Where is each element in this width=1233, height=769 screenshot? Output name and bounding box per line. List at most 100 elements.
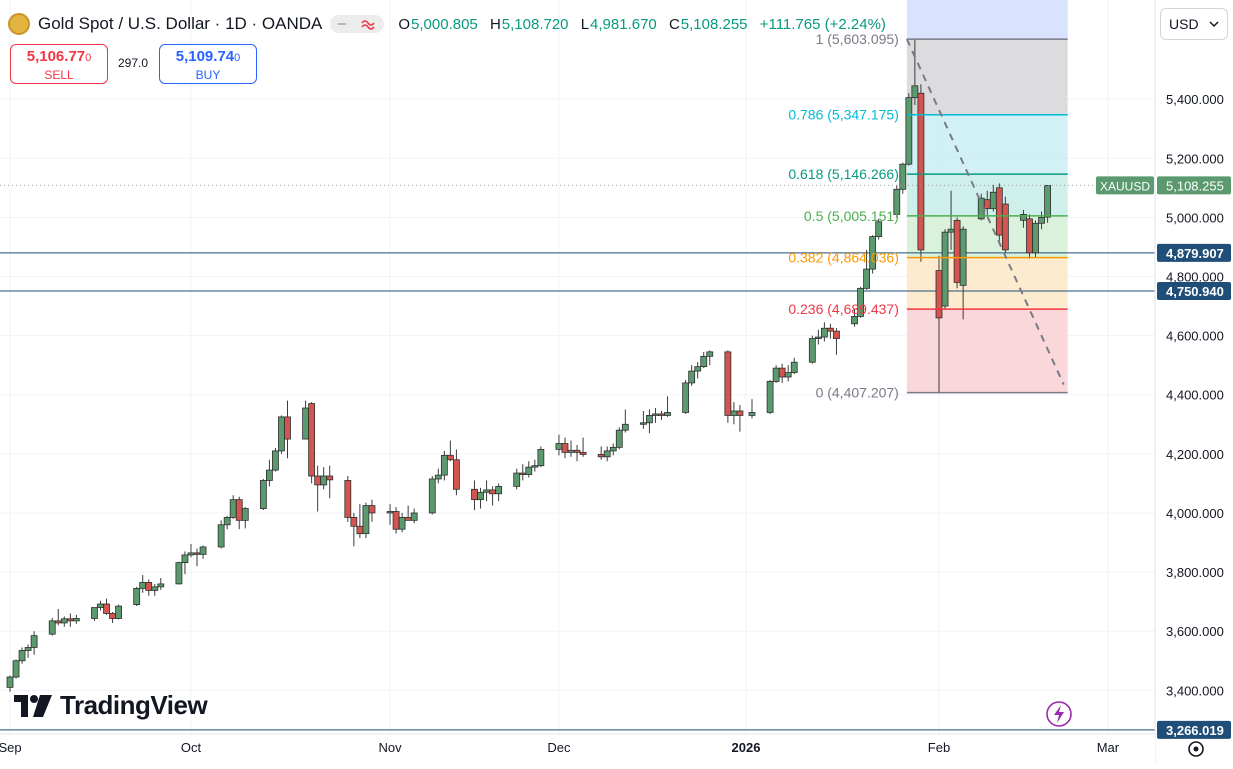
candle[interactable] (953, 219, 961, 283)
candle[interactable] (561, 443, 569, 453)
candle[interactable] (1038, 216, 1045, 224)
candle[interactable] (525, 466, 533, 475)
candle[interactable] (350, 517, 358, 527)
candle[interactable] (24, 647, 32, 651)
settings-icon[interactable] (1188, 741, 1204, 757)
candle[interactable] (489, 489, 496, 495)
candle[interactable] (621, 423, 629, 431)
candle[interactable] (302, 407, 309, 440)
candle[interactable] (827, 327, 834, 332)
candle[interactable] (833, 330, 840, 339)
buy-button[interactable]: 5,109.740 BUY (159, 44, 257, 84)
candle[interactable] (362, 505, 370, 535)
candle[interactable] (241, 508, 249, 521)
candle[interactable] (579, 451, 587, 455)
candle[interactable] (223, 517, 231, 526)
candle[interactable] (573, 449, 581, 453)
candle[interactable] (471, 488, 478, 501)
candle[interactable] (893, 188, 901, 215)
candle[interactable] (820, 327, 828, 338)
price-tag[interactable] (1157, 243, 1231, 262)
candle[interactable] (911, 85, 919, 99)
candle[interactable] (392, 511, 400, 530)
candle[interactable] (60, 618, 68, 624)
candle[interactable] (664, 412, 671, 416)
candle[interactable] (869, 236, 877, 270)
candle[interactable] (495, 485, 503, 495)
candle[interactable] (229, 499, 237, 518)
candle[interactable] (193, 552, 201, 555)
candle[interactable] (410, 512, 418, 521)
candle[interactable] (12, 660, 20, 678)
candle[interactable] (314, 475, 322, 486)
candle[interactable] (778, 367, 786, 378)
candle[interactable] (814, 336, 822, 339)
candle[interactable] (917, 92, 925, 251)
candle[interactable] (682, 382, 690, 413)
candle[interactable] (133, 587, 141, 606)
candle[interactable] (139, 582, 147, 589)
candle[interactable] (790, 361, 798, 373)
candle[interactable] (766, 381, 774, 413)
fib-trendline[interactable] (905, 38, 1065, 386)
candle[interactable] (175, 562, 183, 585)
candle[interactable] (597, 454, 605, 458)
candle[interactable] (48, 620, 56, 635)
candle[interactable] (935, 270, 943, 319)
candle[interactable] (217, 524, 225, 548)
candle[interactable] (555, 443, 563, 450)
candle[interactable] (398, 517, 406, 530)
candle[interactable] (947, 228, 955, 233)
candle[interactable] (103, 603, 110, 614)
candle[interactable] (259, 480, 267, 509)
candle[interactable] (440, 454, 448, 476)
candle[interactable] (446, 454, 454, 461)
time-axis[interactable] (0, 734, 1155, 764)
candle[interactable] (513, 472, 521, 487)
candle[interactable] (308, 403, 316, 477)
candle[interactable] (724, 351, 732, 416)
currency-select[interactable]: USD (1160, 8, 1228, 40)
candle[interactable] (91, 607, 98, 619)
candle[interactable] (784, 372, 792, 378)
candle[interactable] (700, 355, 708, 368)
candle[interactable] (851, 315, 858, 325)
sell-button[interactable]: 5,106.770 SELL (10, 44, 108, 84)
candle[interactable] (386, 511, 394, 514)
candle[interactable] (320, 475, 328, 486)
candle[interactable] (640, 422, 647, 425)
candle[interactable] (30, 635, 38, 648)
candle[interactable] (199, 546, 207, 555)
candle[interactable] (483, 489, 490, 493)
candle[interactable] (356, 525, 364, 535)
candle[interactable] (278, 416, 285, 452)
candle[interactable] (235, 499, 243, 521)
last-price-tag[interactable] (1157, 176, 1231, 195)
candle[interactable] (1026, 218, 1033, 254)
candle[interactable] (875, 221, 883, 237)
candle[interactable] (1020, 214, 1027, 221)
candle[interactable] (688, 370, 696, 384)
candle[interactable] (284, 416, 291, 440)
price-tag[interactable] (1157, 720, 1231, 739)
candle[interactable] (187, 552, 195, 556)
candle[interactable] (941, 231, 949, 307)
candle[interactable] (453, 459, 460, 490)
candle[interactable] (265, 469, 273, 481)
candle[interactable] (989, 191, 997, 209)
candle[interactable] (646, 415, 653, 424)
candle[interactable] (157, 583, 165, 588)
candle[interactable] (863, 268, 871, 289)
candle[interactable] (6, 676, 14, 688)
candle[interactable] (899, 163, 907, 190)
candle[interactable] (603, 450, 611, 458)
candle[interactable] (567, 449, 575, 453)
candle[interactable] (694, 366, 702, 372)
candle[interactable] (404, 517, 412, 521)
price-axis[interactable] (1155, 0, 1233, 764)
candle[interactable] (1032, 222, 1039, 254)
candle[interactable] (181, 554, 189, 564)
candle[interactable] (905, 97, 913, 165)
candle[interactable] (730, 410, 738, 416)
